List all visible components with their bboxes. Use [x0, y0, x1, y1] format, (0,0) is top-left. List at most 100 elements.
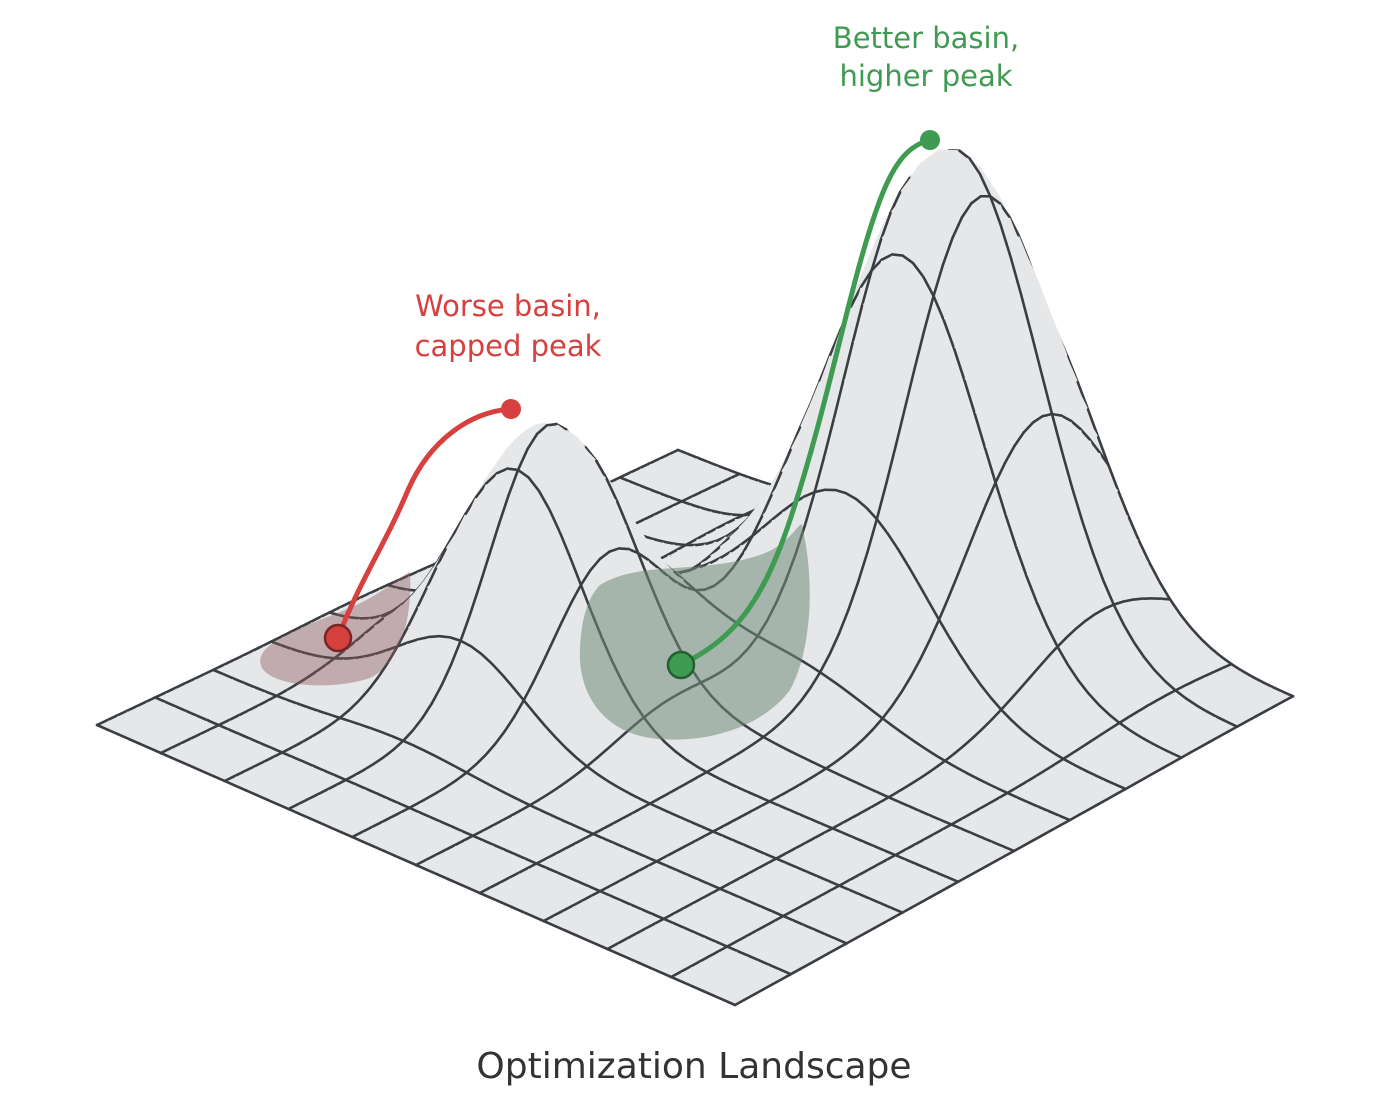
- grid-line: [507, 468, 520, 497]
- worse-label: Worse basin,: [415, 289, 601, 323]
- grid-line: [395, 575, 409, 582]
- grid-line: [424, 562, 438, 570]
- grid-line: [942, 319, 956, 351]
- grid-line: [265, 694, 278, 703]
- grid-line: [285, 698, 299, 705]
- grid-line: [478, 553, 491, 587]
- grid-line: [994, 461, 1007, 484]
- grid-line: [626, 525, 640, 555]
- grid-line: [608, 476, 622, 484]
- grid-line: [727, 468, 741, 476]
- grid-line: [569, 556, 583, 587]
- grid-line: [694, 533, 707, 542]
- grid-line: [758, 479, 772, 486]
- grid-line: [894, 405, 907, 448]
- grid-line: [837, 608, 850, 635]
- grid-line: [885, 531, 899, 550]
- grid-line: [973, 412, 987, 450]
- grid-line: [958, 149, 972, 160]
- grid-line: [1003, 444, 1016, 465]
- grid-line: [818, 653, 831, 674]
- grid-line: [1065, 627, 1078, 639]
- grid-line: [651, 509, 664, 517]
- grid-line: [728, 472, 741, 480]
- grid-line: [370, 614, 384, 620]
- worse-end-point: [501, 399, 521, 419]
- grid-line: [1153, 669, 1167, 683]
- grid-line: [95, 723, 109, 731]
- grid-line: [211, 668, 226, 676]
- grid-line: [903, 367, 916, 409]
- grid-line: [884, 444, 898, 485]
- grid-line: [1086, 408, 1100, 439]
- grid-line: [994, 481, 1008, 518]
- grid-line: [1158, 580, 1172, 601]
- grid-line: [537, 489, 551, 511]
- grid-line: [415, 587, 428, 611]
- grid-line: [260, 640, 273, 648]
- grid-line: [115, 709, 128, 718]
- grid-line: [667, 448, 680, 456]
- grid-line: [978, 172, 992, 198]
- grid-line: [488, 523, 501, 556]
- grid-line: [294, 677, 307, 687]
- grid-line: [598, 550, 611, 561]
- grid-line: [1041, 412, 1054, 418]
- grid-line: [495, 467, 509, 475]
- grid-line: [866, 517, 879, 554]
- grid-line: [333, 649, 346, 660]
- grid-line: [705, 539, 719, 546]
- grid-line: [516, 468, 530, 479]
- grid-line: [803, 490, 816, 526]
- grid-line: [406, 637, 420, 644]
- grid-line: [657, 453, 670, 461]
- grid-line: [243, 681, 257, 689]
- grid-line: [741, 534, 754, 555]
- grid-line: [1040, 372, 1054, 416]
- grid-line: [357, 592, 370, 600]
- grid-line: [1168, 597, 1182, 616]
- grid-line: [427, 634, 441, 639]
- grid-line: [375, 648, 389, 655]
- grid-line: [1031, 414, 1044, 424]
- grid-line: [192, 673, 205, 681]
- grid-line: [1071, 487, 1085, 525]
- worse-label: capped peak: [415, 329, 602, 363]
- grid-line: [217, 719, 230, 727]
- grid-line: [968, 157, 982, 176]
- better-start-point: [666, 650, 696, 680]
- grid-line: [459, 612, 472, 643]
- grid-line: [438, 634, 452, 639]
- grid-line: [802, 490, 816, 498]
- grid-line: [932, 263, 945, 298]
- grid-line: [1103, 603, 1116, 611]
- grid-line: [222, 673, 236, 681]
- grid-line: [579, 568, 592, 587]
- grid-line: [105, 714, 118, 722]
- grid-line: [425, 567, 438, 590]
- grid-line: [1030, 332, 1044, 376]
- grid-line: [1050, 412, 1064, 454]
- grid-line: [1148, 561, 1162, 584]
- grid-line: [901, 254, 915, 265]
- grid-line: [951, 216, 964, 240]
- grid-line: [1159, 597, 1172, 601]
- grid-line: [95, 719, 108, 727]
- grid-line: [1004, 514, 1018, 549]
- grid-line: [865, 506, 879, 521]
- grid-line: [595, 459, 609, 481]
- grid-line: [947, 573, 960, 599]
- better-label: higher peak: [839, 59, 1012, 93]
- grid-line: [649, 488, 663, 496]
- grid-line: [1078, 427, 1091, 441]
- grid-line: [1091, 552, 1105, 583]
- grid-line: [357, 688, 371, 702]
- grid-line: [686, 452, 700, 460]
- grid-line: [998, 201, 1011, 218]
- grid-line: [164, 700, 178, 709]
- grid-line: [875, 517, 889, 535]
- grid-line: [641, 513, 654, 522]
- grid-line: [760, 493, 773, 518]
- grid-line: [639, 484, 653, 492]
- grid-line: [870, 237, 883, 272]
